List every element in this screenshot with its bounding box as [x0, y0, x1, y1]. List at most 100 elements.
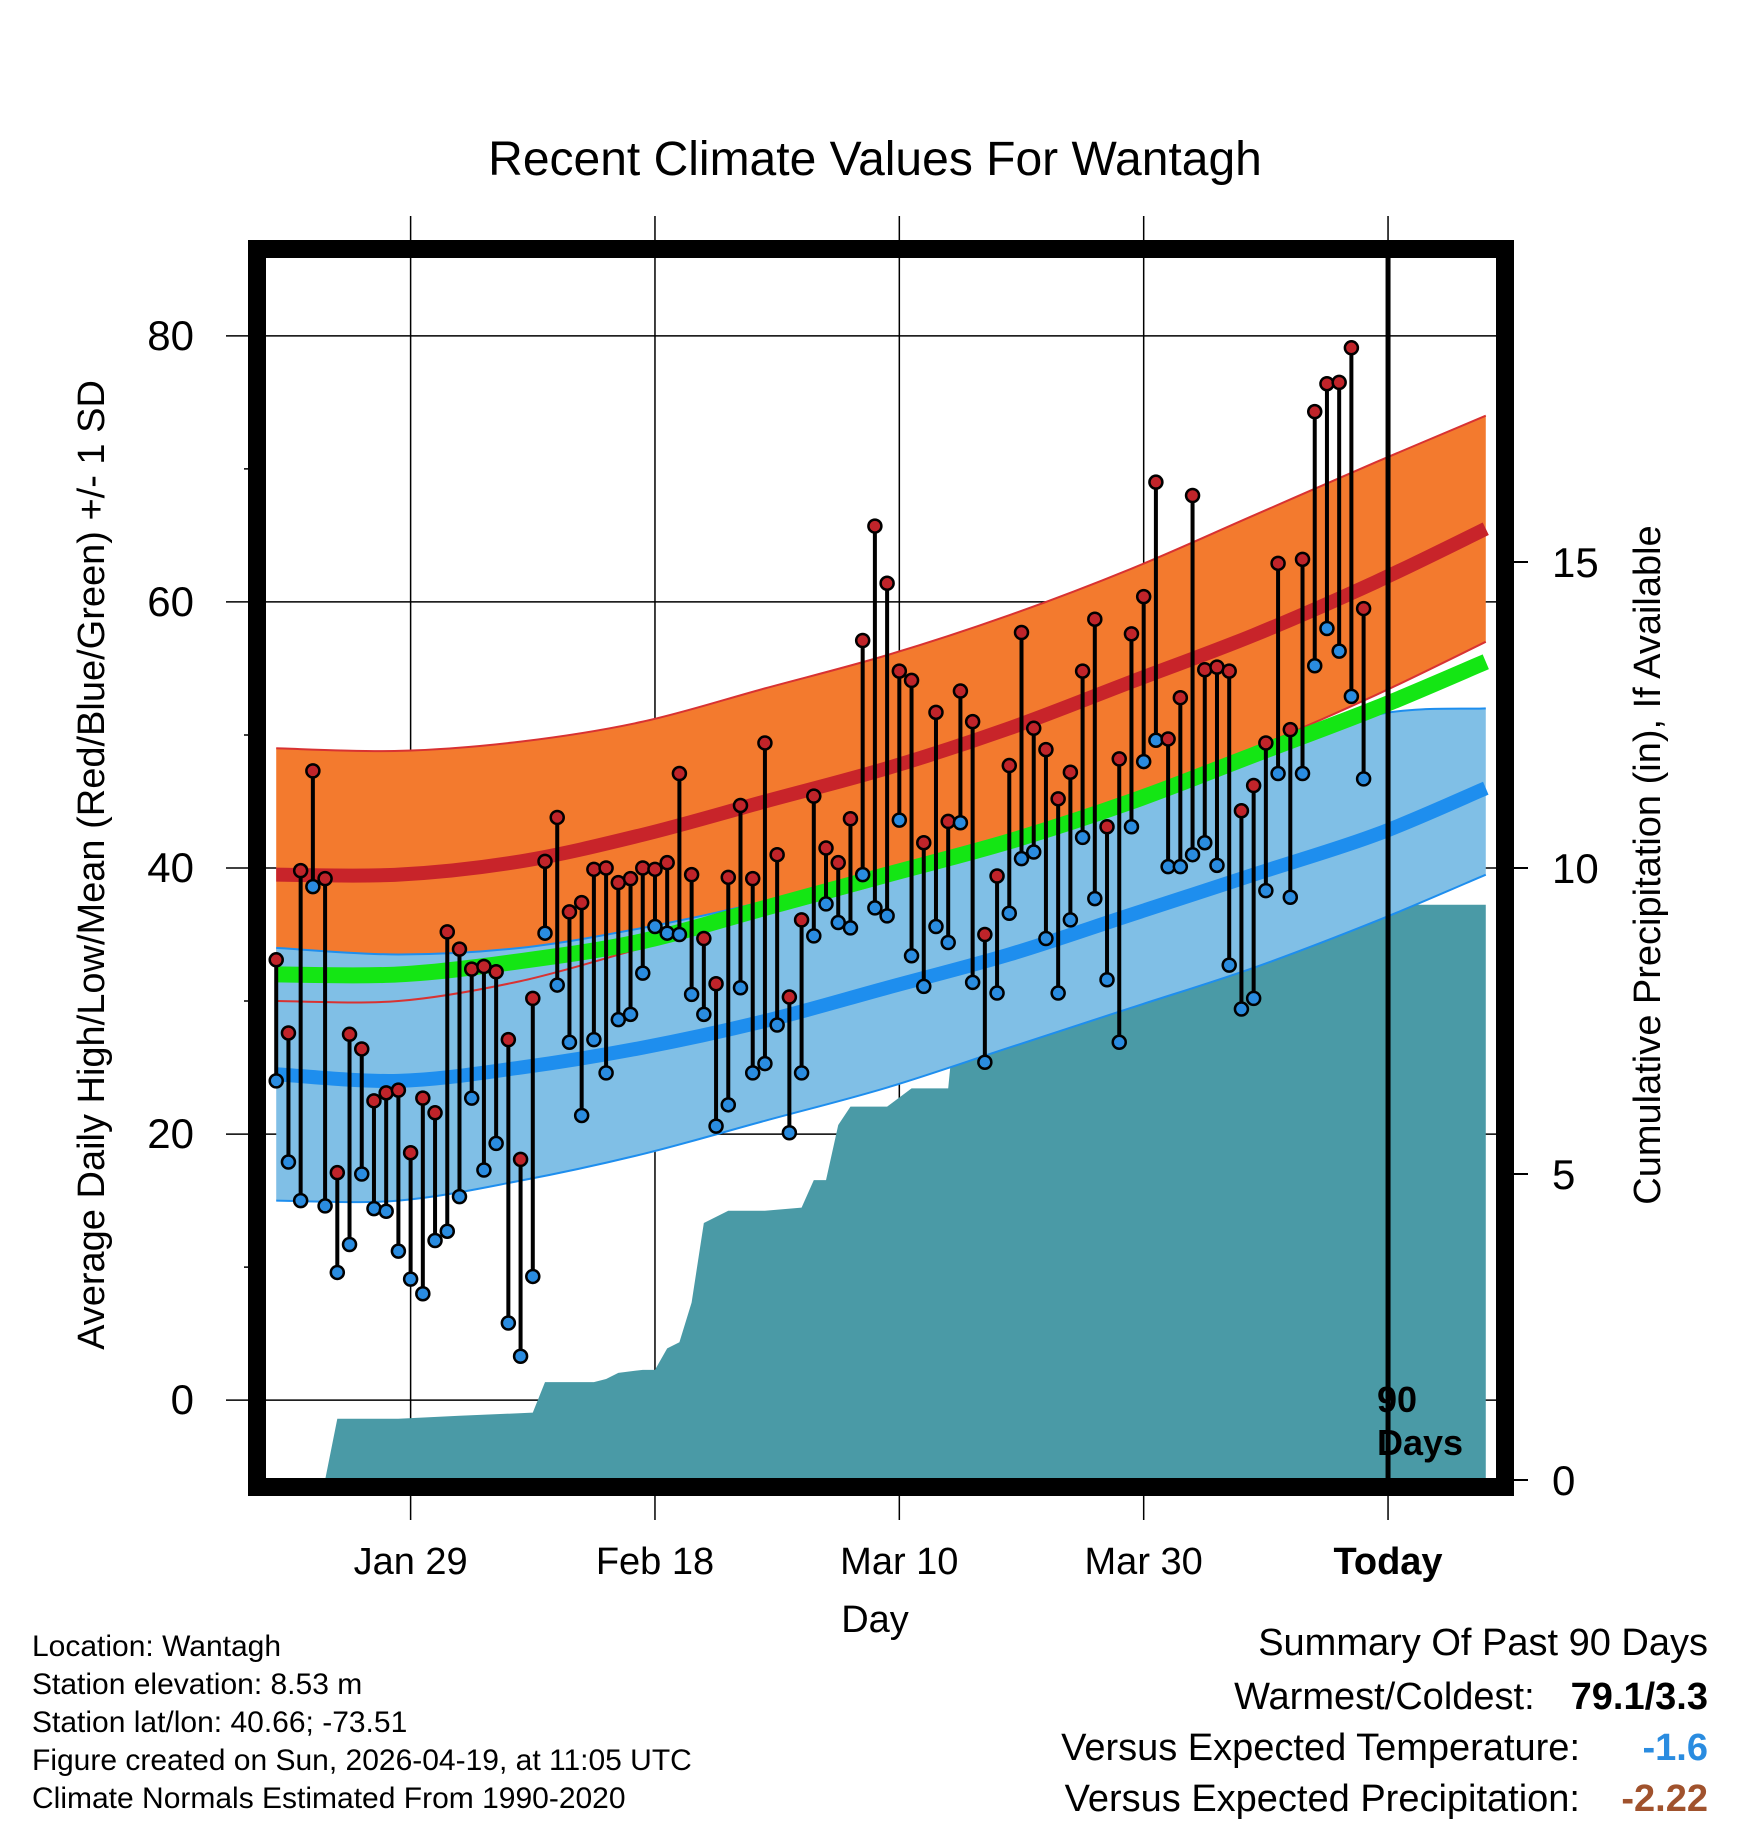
- low-point-30: [635, 965, 651, 981]
- x-tick-mar-30: Mar 30: [1085, 1541, 1203, 1583]
- low-point-12: [415, 1285, 431, 1302]
- high-point-20: [512, 1151, 529, 1168]
- low-point-54: [928, 918, 944, 935]
- summary-heading: Summary Of Past 90 Days: [1258, 1622, 1708, 1664]
- low-point-8: [366, 1200, 382, 1217]
- low-point-79: [1233, 1001, 1250, 1017]
- high-point-9: [378, 1085, 394, 1101]
- low-point-29: [622, 1006, 639, 1023]
- high-point-55: [940, 813, 956, 830]
- x-axis: Jan 29 Feb 18 Mar 10 Mar 30 Today: [354, 1541, 1443, 1583]
- low-point-67: [1087, 890, 1103, 907]
- high-point-3: [305, 763, 321, 779]
- low-point-84: [1294, 765, 1311, 782]
- low-point-43: [793, 1065, 810, 1081]
- high-point-2: [292, 862, 309, 879]
- high-point-89: [1355, 600, 1372, 617]
- low-point-57: [964, 974, 981, 991]
- temp-value: -1.6: [1642, 1727, 1708, 1769]
- high-point-10: [390, 1082, 407, 1098]
- high-point-41: [769, 846, 785, 863]
- high-point-50: [879, 575, 895, 592]
- low-point-85: [1306, 658, 1323, 674]
- high-point-34: [683, 866, 700, 883]
- low-point-14: [439, 1223, 456, 1239]
- high-point-16: [463, 961, 480, 977]
- x-tick-today: Today: [1333, 1541, 1442, 1583]
- low-point-37: [720, 1097, 737, 1113]
- high-point-66: [1074, 663, 1091, 679]
- low-sd-band: [276, 708, 1486, 1203]
- y2-tick-0: 0: [1552, 1457, 1575, 1504]
- high-point-60: [1001, 757, 1018, 774]
- low-point-19: [500, 1315, 517, 1331]
- low-point-78: [1221, 957, 1237, 973]
- low-point-68: [1099, 972, 1115, 988]
- high-point-51: [891, 663, 908, 679]
- y2-tick-15: 15: [1552, 539, 1599, 586]
- high-point-73: [1160, 731, 1176, 747]
- low-point-27: [598, 1065, 614, 1081]
- high-point-11: [402, 1144, 419, 1161]
- high-point-85: [1306, 403, 1323, 420]
- low-point-23: [549, 977, 565, 993]
- high-point-24: [561, 904, 578, 920]
- high-point-29: [622, 870, 639, 887]
- precip-label: Versus Expected Precipitation:: [1064, 1778, 1580, 1820]
- low-point-13: [427, 1232, 443, 1249]
- high-point-17: [476, 958, 492, 975]
- low-point-81: [1258, 882, 1274, 899]
- high-point-39: [744, 870, 761, 887]
- high-point-62: [1025, 720, 1042, 737]
- low-point-87: [1331, 643, 1347, 659]
- low-point-66: [1074, 829, 1091, 846]
- low-point-56: [952, 815, 969, 831]
- high-point-64: [1050, 791, 1066, 807]
- period-label-days: Days: [1377, 1422, 1463, 1463]
- precip-value: -2.22: [1621, 1778, 1708, 1820]
- high-point-81: [1258, 735, 1274, 751]
- low-point-35: [696, 1006, 712, 1023]
- low-point-17: [476, 1162, 492, 1178]
- high-point-12: [415, 1090, 431, 1106]
- high-point-42: [781, 989, 798, 1005]
- low-point-58: [977, 1054, 993, 1070]
- low-point-69: [1111, 1034, 1127, 1051]
- x-tick-feb-18: Feb 18: [596, 1541, 714, 1583]
- low-point-34: [683, 986, 700, 1003]
- high-point-5: [329, 1164, 346, 1181]
- high-point-68: [1099, 819, 1115, 835]
- high-point-70: [1123, 626, 1140, 642]
- low-point-55: [940, 934, 956, 951]
- high-point-76: [1197, 662, 1213, 678]
- high-point-0: [268, 952, 284, 968]
- normal-low-line: [275, 781, 1489, 1088]
- low-point-31: [647, 918, 663, 935]
- created-text: Figure created on Sun, 2026-04-19, at 11…: [32, 1744, 692, 1777]
- low-point-28: [610, 1011, 627, 1028]
- high-point-22: [537, 853, 553, 870]
- temp-label: Versus Expected Temperature:: [1061, 1727, 1580, 1769]
- low-point-16: [463, 1090, 480, 1106]
- low-point-71: [1135, 753, 1152, 770]
- low-point-50: [879, 908, 895, 924]
- high-point-27: [598, 860, 614, 876]
- low-point-7: [353, 1166, 370, 1182]
- low-point-72: [1148, 732, 1164, 749]
- high-point-78: [1221, 663, 1237, 679]
- low-point-38: [732, 979, 749, 996]
- high-point-58: [977, 926, 993, 943]
- low-point-32: [659, 925, 675, 941]
- low-point-22: [537, 925, 553, 941]
- high-point-53: [916, 834, 932, 851]
- high-point-7: [353, 1041, 370, 1057]
- high-point-38: [732, 797, 749, 814]
- x-axis-label: Day: [841, 1599, 909, 1641]
- low-point-61: [1013, 850, 1030, 867]
- high-point-35: [696, 930, 712, 947]
- low-point-44: [806, 928, 822, 944]
- high-point-31: [647, 861, 663, 878]
- high-point-32: [659, 854, 675, 871]
- low-point-59: [989, 985, 1005, 1001]
- low-point-70: [1123, 819, 1140, 835]
